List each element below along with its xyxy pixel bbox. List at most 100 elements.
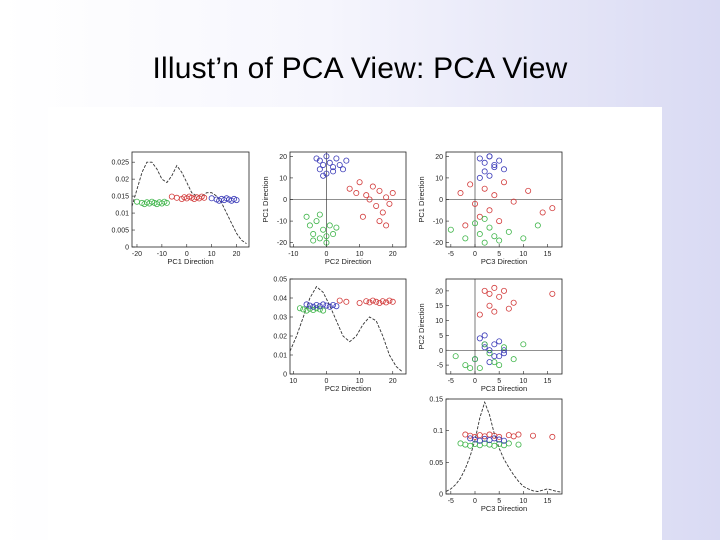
green-point <box>505 440 512 447</box>
green-point <box>520 341 527 348</box>
plot-frame <box>289 278 407 375</box>
plot-frame <box>445 398 563 495</box>
green-point <box>515 441 522 448</box>
red-point <box>366 196 373 203</box>
red-point <box>505 432 512 439</box>
blue-point <box>491 353 498 360</box>
x-tick-label: 0 <box>325 378 329 385</box>
green-point <box>306 305 313 312</box>
green-point <box>481 239 488 246</box>
red-point <box>510 299 517 306</box>
blue-point <box>476 335 483 342</box>
red-point <box>496 218 503 225</box>
red-point <box>389 298 396 305</box>
blue-point <box>340 166 347 173</box>
red-point <box>379 298 386 305</box>
slide-title: Illust’n of PCA View: PCA View <box>152 52 568 85</box>
blue-point <box>326 159 333 166</box>
red-point <box>369 297 376 304</box>
red-point <box>168 193 175 200</box>
blue-point <box>491 161 498 168</box>
x-tick-label: -20 <box>132 251 142 258</box>
blue-point <box>500 350 507 357</box>
red-point <box>457 190 464 197</box>
blue-point <box>208 195 215 202</box>
red-point <box>376 187 383 194</box>
diag-1-panel: -20 -10 0 10 20 0 0.005 0.01 0.015 0.02 0.025 PC1 D… <box>111 151 250 266</box>
red-point <box>343 298 350 305</box>
blue-point <box>310 303 317 310</box>
green-point <box>462 235 469 242</box>
red-point <box>359 213 366 220</box>
x-tick-label: -5 <box>448 378 454 385</box>
x-tick-label: 20 <box>389 251 397 258</box>
red-point <box>376 299 383 306</box>
y-tick-label: 20 <box>435 288 443 295</box>
green-point <box>496 362 503 369</box>
blue-point <box>481 159 488 166</box>
blue-point <box>343 157 350 164</box>
x-tick-label: -5 <box>448 498 454 505</box>
y-tick-label: -20 <box>277 240 287 247</box>
blue-point <box>330 168 337 175</box>
red-point <box>379 209 386 216</box>
red-point <box>481 185 488 192</box>
green-point <box>326 222 333 229</box>
green-point <box>476 365 483 372</box>
blue-point <box>500 437 507 444</box>
y-tick-label: 0.005 <box>111 228 129 235</box>
red-point <box>525 187 532 194</box>
green-point <box>333 224 340 231</box>
x-tick-label: 15 <box>544 378 552 385</box>
blue-point <box>320 172 327 179</box>
red-point <box>462 222 469 229</box>
y-tick-label: -10 <box>433 219 443 226</box>
pc3-vs-pc1-panel: -5 0 5 10 15 -20 -10 0 10 20 PC3 Direction PC1 Dire… <box>417 151 563 266</box>
green-point <box>520 235 527 242</box>
green-point <box>486 350 493 357</box>
diag-3-panel: -5 0 5 10 15 0 0.05 0.1 0.15 PC3 Direction <box>429 397 563 513</box>
blue-point <box>486 172 493 179</box>
green-point <box>462 362 469 369</box>
green-point <box>300 306 307 313</box>
x-tick-label: 10 <box>356 378 364 385</box>
y-axis-label: PC1 Direction <box>261 176 270 222</box>
red-point <box>496 293 503 300</box>
red-point <box>363 298 370 305</box>
blue-point <box>233 197 240 204</box>
y-tick-label: 15 <box>435 303 443 310</box>
green-point <box>316 235 323 242</box>
red-point <box>549 205 556 212</box>
red-point <box>486 431 493 438</box>
blue-point <box>326 303 333 310</box>
x-tick-label: -10 <box>288 251 298 258</box>
red-point <box>462 431 469 438</box>
red-point <box>467 181 474 188</box>
green-point <box>462 441 469 448</box>
x-tick-label: 5 <box>497 498 501 505</box>
blue-point <box>320 161 327 168</box>
pc3-vs-pc2-panel: -5 0 5 10 15 -5 0 5 10 15 20 PC3 Direction PC2 Direc… <box>417 278 563 393</box>
red-point <box>486 207 493 214</box>
green-point <box>491 359 498 366</box>
x-tick-label: 15 <box>544 498 552 505</box>
green-point <box>505 228 512 235</box>
red-point <box>373 298 380 305</box>
y-tick-label: 5 <box>439 333 443 340</box>
blue-point <box>316 157 323 164</box>
green-point <box>316 211 323 218</box>
blue-point <box>316 303 323 310</box>
x-tick-label: 5 <box>497 251 501 258</box>
blue-point <box>481 168 488 175</box>
blue-point <box>303 301 310 308</box>
red-point <box>383 194 390 201</box>
blue-point <box>333 303 340 310</box>
plot-frame <box>445 278 563 375</box>
y-tick-label: 20 <box>279 154 287 161</box>
y-tick-label: 0 <box>439 492 443 499</box>
y-axis-label: PC1 Direction <box>417 176 426 222</box>
x-tick-label: 10 <box>519 378 527 385</box>
y-tick-label: 0.05 <box>429 460 443 467</box>
y-axis-label: PC2 Direction <box>417 303 426 349</box>
green-point <box>313 305 320 312</box>
